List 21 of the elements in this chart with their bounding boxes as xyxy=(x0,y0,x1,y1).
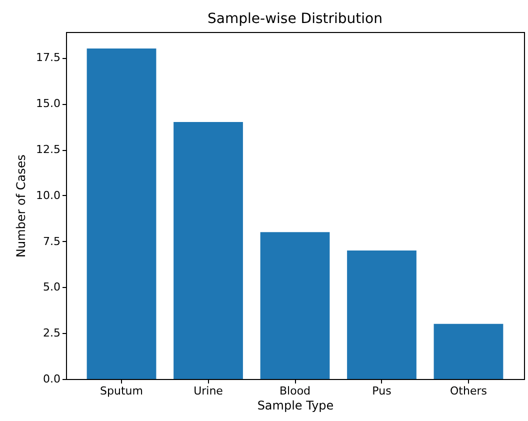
chart-title: Sample-wise Distribution xyxy=(208,11,382,27)
x-axis-title: Sample Type xyxy=(257,398,334,412)
x-tick-label: Others xyxy=(450,384,488,398)
x-tick-label: Sputum xyxy=(100,384,143,398)
bar xyxy=(260,232,330,379)
y-tick-label: 5.0 xyxy=(43,280,60,294)
y-tick-label: 12.5 xyxy=(36,143,60,156)
bar xyxy=(347,250,416,379)
y-tick-label: 15.0 xyxy=(36,97,60,110)
bar xyxy=(86,48,156,379)
y-axis-title: Number of Cases xyxy=(14,154,28,258)
y-tick-label: 2.5 xyxy=(43,326,60,340)
bar xyxy=(434,324,504,379)
bar xyxy=(174,122,243,379)
x-tick-label: Pus xyxy=(372,384,392,398)
y-tick-label: 17.5 xyxy=(36,51,60,64)
y-tick-label: 10.0 xyxy=(36,188,60,202)
x-tick-label: Blood xyxy=(279,384,311,398)
x-tick-label: Urine xyxy=(194,384,224,398)
y-tick-label: 7.5 xyxy=(43,234,60,248)
y-tick-label: 0.0 xyxy=(43,372,60,386)
